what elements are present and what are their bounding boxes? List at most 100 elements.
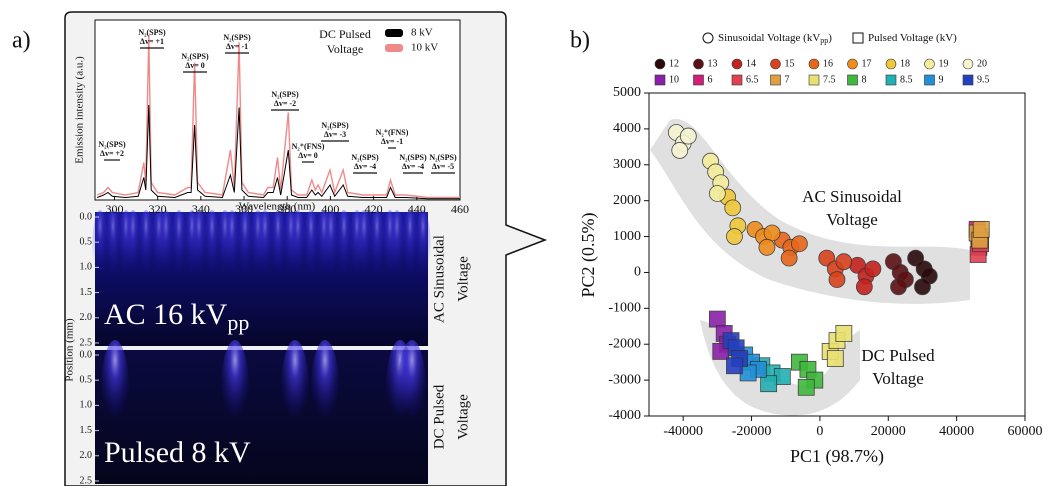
annotation: N₂(SPS) [351,153,379,162]
point [758,238,776,256]
legend-marker [847,58,858,70]
legend-label: 8.5 [900,74,913,85]
y-tick-label: 5000 [613,85,641,100]
panel-label: a) [12,28,31,54]
annotation: DC Pulsed [861,346,935,365]
y-tick-label: 1.5 [80,287,93,298]
annotation: AC Sinusoidal [802,187,902,206]
y-axis-label: PC2 (0.5%) [578,212,599,297]
glow [415,210,431,290]
annotation: Δv= -1 [381,137,403,146]
annotation: Δv= +2 [100,149,124,158]
annotation: Δv= -2 [274,99,296,108]
annotation: Δv= -5 [432,162,454,171]
legend-label: 8 [862,74,867,85]
legend-label: 7.5 [823,74,836,85]
legend-title-text: Pulsed Voltage (kV) [868,32,957,44]
point [835,253,853,271]
panel-caption-main: Pulsed 8 kV [104,436,251,469]
x-tick-label: 360 [235,202,253,216]
panel-caption-sub: pp [227,310,249,335]
glow [290,210,306,290]
glow [303,210,319,290]
legend-title-end: ) [828,32,832,44]
annotation: N₂(SPS) [223,33,251,42]
point [760,375,778,393]
x-tick-label: 340 [192,202,210,216]
y-tick-label: 3000 [613,157,641,172]
y-tick-label: 0.0 [80,349,93,360]
glow [369,210,385,290]
legend-marker [962,58,974,70]
glow [92,210,108,290]
legend-marker [654,74,666,86]
legend-label: 15 [785,58,795,69]
x-axis-label: Wavelength (nm) [239,201,316,213]
annotation: N₂(SPS) [321,121,349,130]
legend-label: 8 kV [411,27,433,39]
point [763,224,781,242]
legend-label: 20 [977,58,987,69]
annotation: N₂(SPS) [271,90,299,99]
x-tick-label: 40000 [939,424,974,439]
y-tick-label: 4000 [613,121,641,136]
point [972,220,990,238]
point [671,142,689,159]
glow [125,210,141,290]
annotation: Δv= 0 [298,151,318,160]
y-tick-label: 2.0 [80,450,93,461]
y-tick-label: 1.0 [80,400,93,411]
legend-swatch [385,44,403,52]
legend-marker [731,58,743,70]
side-label: DC Pulsed [431,384,447,449]
legend-marker [808,74,820,86]
panel-label: b) [570,28,590,54]
glow [356,210,372,290]
point [855,278,873,296]
legend-label: 13 [708,58,718,69]
x-tick-label: 440 [408,202,426,216]
annotation: N₂⁺(FNS) [376,128,409,137]
point [679,127,697,145]
legend-marker [702,32,714,44]
plasma-glow [92,210,431,440]
x-tick-label: 460 [451,202,469,216]
x-tick-label: 60000 [1008,424,1043,439]
annotation: Voltage [872,369,924,388]
x-axis-label: PC1 (98.7%) [790,446,884,467]
point [791,235,808,253]
legend-label: 17 [862,58,872,69]
shaded-region [700,320,860,416]
legend-marker [885,58,897,70]
glow [158,210,174,290]
annotation: N₂(SPS) [399,153,427,162]
y-tick-label: 1000 [613,229,641,244]
legend-label: 7 [785,74,790,85]
glow [171,210,187,290]
annotation: Voltage [826,210,878,229]
annotation: N₂(SPS) [138,28,166,37]
point [797,378,815,396]
glow [101,340,129,440]
legend-marker [962,74,974,86]
spectrum-line [97,104,460,200]
side-label: AC Sinusoidal [431,235,447,323]
point [724,199,742,217]
point [708,310,726,328]
spectrum-line [96,34,460,199]
legend-marker [852,32,864,44]
point [726,357,743,375]
legend-marker [847,74,858,86]
image-panel [95,350,428,484]
legend-label: 16 [823,58,833,69]
y-tick-label: -4000 [608,408,641,423]
annotation: Δv= +1 [140,37,164,46]
x-tick-label: 300 [105,202,123,216]
y-tick-label: 2.5 [80,475,93,486]
legend-title-text: Sinusoidal Voltage (kV [718,32,820,44]
glow [336,210,352,290]
point [914,278,931,296]
legend-marker [693,74,704,86]
y-tick-label: 0 [634,265,641,280]
legend-label: 10 [669,74,679,85]
